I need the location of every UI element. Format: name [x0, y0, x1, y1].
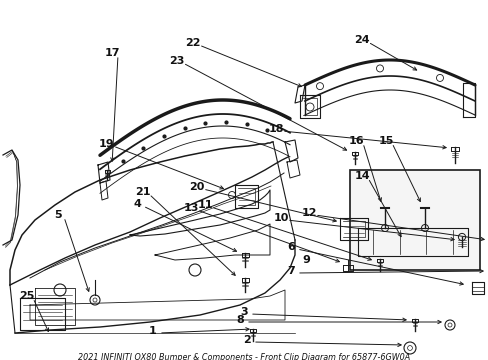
- Text: 8: 8: [236, 315, 244, 325]
- Text: 11: 11: [197, 200, 212, 210]
- Text: 22: 22: [185, 38, 201, 48]
- Text: 13: 13: [183, 203, 198, 213]
- Text: 10: 10: [273, 213, 288, 223]
- Text: 16: 16: [348, 136, 364, 146]
- Text: 9: 9: [302, 255, 309, 265]
- Text: 18: 18: [268, 124, 283, 134]
- Text: 6: 6: [286, 242, 294, 252]
- Text: 25: 25: [19, 291, 35, 301]
- Text: 17: 17: [104, 48, 120, 58]
- Text: 4: 4: [133, 199, 141, 209]
- Text: 2: 2: [243, 335, 250, 345]
- Text: 21: 21: [135, 187, 150, 197]
- Text: 5: 5: [54, 210, 61, 220]
- Text: 24: 24: [353, 35, 369, 45]
- Text: 23: 23: [169, 56, 184, 66]
- Text: 12: 12: [301, 208, 316, 218]
- Text: 14: 14: [353, 171, 369, 181]
- Bar: [349, 170, 479, 270]
- Text: 20: 20: [189, 182, 204, 192]
- Text: 7: 7: [286, 266, 294, 276]
- Text: 15: 15: [378, 136, 393, 146]
- Text: 19: 19: [99, 139, 115, 149]
- Text: 3: 3: [240, 307, 247, 317]
- Text: 1: 1: [149, 326, 157, 336]
- Text: 2021 INFINITI QX80 Bumper & Components - Front Clip Diagram for 65877-6GW0A: 2021 INFINITI QX80 Bumper & Components -…: [78, 352, 409, 360]
